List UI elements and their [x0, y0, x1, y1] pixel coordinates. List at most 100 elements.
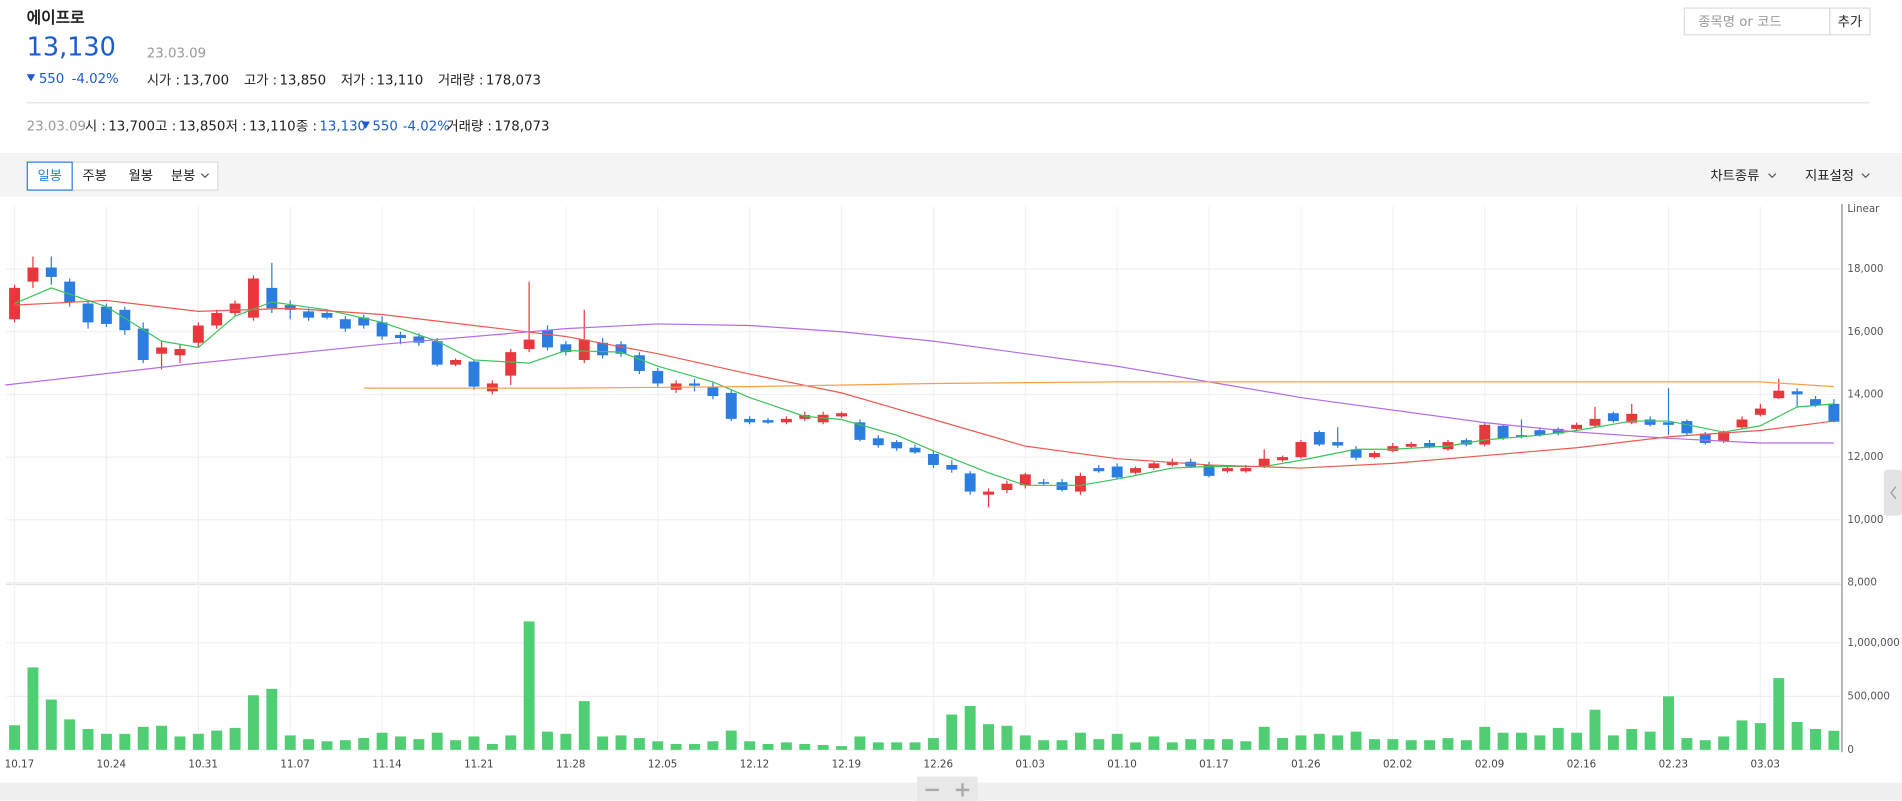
candle-body: [431, 341, 443, 365]
stat-low: 저가 :13,110: [341, 72, 423, 88]
menu[interactable]: 차트종류: [1710, 168, 1759, 184]
volume-bar: [983, 724, 995, 750]
volume-bar: [1130, 742, 1142, 750]
volume-bar: [1497, 732, 1509, 750]
candle-body: [799, 415, 811, 419]
candle-body: [119, 309, 131, 331]
volume-bar: [615, 735, 627, 750]
volume-bar: [1534, 735, 1546, 750]
zoom-in[interactable]: [955, 783, 970, 797]
y-tick-label: 1,000,000: [1847, 637, 1899, 649]
candle-body: [1516, 435, 1527, 437]
x-tick-label: 02.16: [1567, 758, 1596, 770]
volume-bar: [744, 741, 756, 750]
summary-volume: 거래량 :178,073: [446, 118, 549, 134]
candle-body: [64, 281, 76, 302]
price-date: 23.03.09: [147, 47, 206, 62]
candle-body: [1074, 475, 1086, 492]
candle-body: [1038, 482, 1050, 484]
volume-bar: [1093, 739, 1105, 750]
candle-body: [9, 287, 21, 320]
add-button[interactable]: [1829, 7, 1871, 36]
search-input[interactable]: [1683, 7, 1831, 36]
volume-bar: [1405, 740, 1417, 750]
candle-body: [689, 383, 700, 386]
volume-bar: [560, 733, 572, 750]
summary-change: 550 -4.02%: [372, 119, 449, 134]
x-tick-label: 11.07: [280, 758, 309, 770]
plot: 0 500,000 1,000,000 10.17 10.24 10.31 11.07 11.…: [5, 206, 1900, 770]
candle-body: [1056, 482, 1068, 491]
stat-high: 고가 :13,850: [244, 72, 326, 88]
volume-bar: [1460, 740, 1472, 750]
summary-open: 시 :13,700: [85, 119, 155, 134]
volume-bar: [1240, 741, 1252, 750]
summary-high: 고 :13,850: [155, 119, 225, 134]
candle-body: [1607, 413, 1619, 422]
candle-body: [964, 473, 976, 492]
candle-body: [395, 334, 406, 339]
candle-body: [652, 370, 664, 384]
candle-body: [1424, 443, 1436, 447]
volume-bar: [1111, 733, 1123, 750]
x-tick-label: 01.10: [1107, 758, 1136, 770]
candle-body: [670, 383, 682, 390]
y-tick-label: 500,000: [1847, 690, 1890, 702]
volume-bar: [229, 727, 241, 750]
volume-bar: [1332, 735, 1344, 750]
volume-bar: [1185, 739, 1197, 750]
x-tick-label: 12.12: [740, 758, 769, 770]
tab[interactable]: 일봉: [37, 168, 62, 184]
volume-bar: [1442, 738, 1454, 750]
volume-bar: [1221, 739, 1233, 750]
tab-active[interactable]: [26, 161, 73, 191]
volume-bar: [1791, 722, 1803, 750]
candle-body: [817, 414, 829, 423]
volume-bar: [1424, 740, 1436, 750]
candle-body: [1773, 390, 1785, 399]
volume-bar: [1810, 728, 1821, 750]
volume-bar: [450, 740, 462, 750]
volume-bar: [1552, 727, 1564, 750]
candle-body: [1534, 430, 1546, 436]
side-toggle[interactable]: [1883, 469, 1902, 516]
volume-bar: [284, 735, 296, 750]
candle-body: [1479, 424, 1491, 445]
candle-body: [578, 339, 590, 360]
menu[interactable]: 지표설정: [1805, 168, 1854, 184]
candle-body: [1589, 418, 1601, 426]
add-button-label: 추가: [1838, 14, 1863, 30]
volume-bar: [1313, 733, 1325, 750]
candle-body: [266, 287, 278, 309]
candle-body: [339, 319, 351, 329]
candle-body: [1626, 413, 1638, 423]
candle-body: [486, 383, 498, 392]
x-tick-label: 02.02: [1383, 758, 1412, 770]
volume-bar: [174, 736, 186, 750]
volume-bar: [1038, 740, 1050, 750]
x-tick-label: 10.24: [97, 758, 126, 770]
x-tick-label: 01.17: [1199, 758, 1228, 770]
moving-average: [14, 287, 1834, 486]
candle-body: [1460, 440, 1472, 445]
candle-body: [1754, 408, 1766, 415]
x-tick-label: 12.05: [648, 758, 677, 770]
tab[interactable]: 분봉: [171, 168, 196, 184]
price-change-rate: -4.02%: [72, 72, 119, 87]
stock-name: 에이프로: [27, 8, 85, 27]
toolbar: [0, 153, 1902, 197]
candle-body: [1571, 424, 1583, 429]
search-placeholder: 종목명 or 코드: [1698, 14, 1781, 30]
volume-bar: [1718, 736, 1730, 750]
volume-bar: [1736, 720, 1748, 750]
x-tick-label: 11.28: [556, 758, 585, 770]
tab[interactable]: 월봉: [128, 168, 153, 184]
volume-bar: [505, 735, 517, 750]
volume-bar: [1663, 696, 1674, 750]
candle-body: [1240, 468, 1252, 472]
volume-bar: [82, 728, 94, 750]
tab[interactable]: 주봉: [82, 168, 107, 184]
candle-body: [1387, 446, 1399, 451]
volume-bar: [27, 667, 39, 750]
candle-body: [523, 339, 535, 349]
